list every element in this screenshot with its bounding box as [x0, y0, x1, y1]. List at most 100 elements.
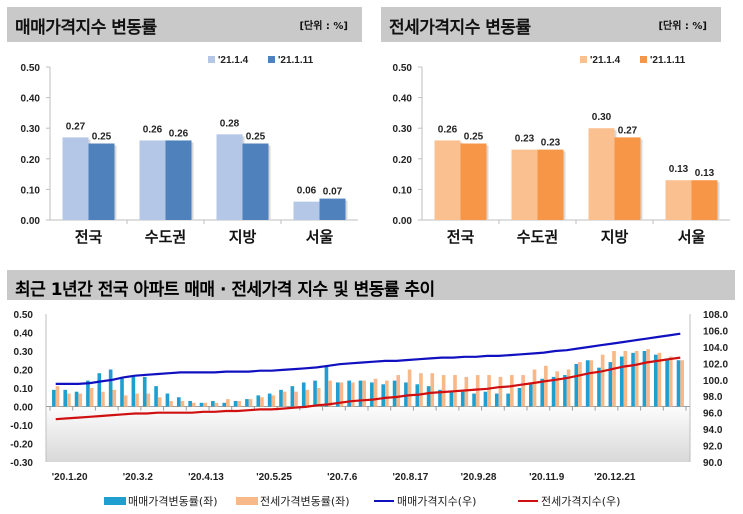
legend-label-prev: '21.1.4	[590, 55, 621, 66]
right-tick-label: 108.0	[703, 310, 728, 321]
jeonse-rate-bar	[89, 388, 94, 407]
y-tick-label: 0.50	[393, 63, 413, 74]
jeonse-rate-bar	[396, 375, 401, 407]
sale-rate-bar	[188, 400, 192, 407]
sale-rate-bar	[222, 402, 227, 407]
bar-curr	[242, 143, 269, 220]
left-tick-label: 0.50	[14, 310, 34, 321]
jeonse-rate-bar	[112, 389, 117, 407]
right-tick-label: 92.0	[703, 442, 723, 453]
sale-rate-bar	[438, 389, 442, 407]
bar-curr	[537, 149, 564, 220]
sale-rate-bar	[551, 376, 556, 407]
legend-sale-index-line	[374, 500, 394, 502]
jeonse-rate-bar	[260, 397, 264, 407]
bar-value-label: 0.27	[66, 121, 86, 132]
legend-swatch-prev	[208, 56, 215, 63]
category-label: 지방	[229, 228, 257, 246]
legend-sale-index: 매매가격지수(우)	[374, 493, 476, 509]
jeonse-rate-bar	[566, 369, 571, 407]
bar-value-label: 0.23	[541, 138, 561, 149]
legend-label-curr: '21.1.11	[278, 55, 314, 66]
bar-prev	[216, 134, 243, 220]
sale-change-chart: 0.00 0.10 0.20 0.30 0.40 0.50 0.27 0.25 전국 0.26 0.…	[21, 55, 358, 246]
sale-rate-bar	[597, 367, 601, 407]
jeonse-rate-bar	[600, 354, 605, 407]
x-tick-label: '20.7.6	[327, 472, 358, 483]
sale-rate-bar	[370, 382, 374, 407]
jeonse-index-line	[55, 356, 681, 421]
right-tick-label: 90.0	[703, 458, 723, 469]
sale-rate-bar	[392, 380, 397, 407]
y-tick-label: 0.00	[393, 216, 413, 227]
sale-rate-bar	[279, 389, 283, 407]
jeonse-rate-bar	[101, 391, 105, 407]
x-tick-label: '20.1.20	[52, 472, 88, 483]
right-tick-label: 98.0	[703, 392, 723, 403]
category-label: 서울	[306, 229, 334, 246]
y-tick-label: 0.10	[393, 185, 413, 196]
left-tick-label: 0.40	[14, 329, 34, 340]
x-tick-label: '20.4.13	[188, 472, 224, 483]
category-label: 수도권	[145, 228, 186, 246]
bar-curr	[165, 140, 192, 220]
legend-label-prev: '21.1.4	[218, 55, 249, 66]
sale-rate-bar	[199, 402, 204, 407]
sale-rate-bar	[233, 400, 238, 407]
x-tick-label: '20.12.21	[594, 472, 636, 483]
jeonse-rate-bar	[487, 375, 491, 407]
bar-value-label: 0.25	[92, 132, 112, 143]
sale-rate-bar	[154, 386, 158, 407]
sale-rate-bar	[404, 382, 408, 407]
sale-rate-bar	[540, 378, 545, 407]
sale-rate-bar	[165, 393, 170, 407]
jeonse-rate-bar	[305, 389, 310, 407]
jeonse-change-chart: 0.00 0.10 0.20 0.30 0.40 0.50 0.26 0.25 전국 0.23 0.…	[393, 55, 730, 246]
sale-rate-bar	[358, 380, 363, 407]
sale-index-line	[55, 332, 681, 386]
x-tick-label: '20.3.2	[123, 472, 154, 483]
y-tick-label: 0.30	[393, 124, 413, 135]
jeonse-rate-bar	[385, 380, 389, 407]
sale-rate-bar	[619, 356, 624, 407]
sale-rate-bar	[449, 391, 454, 407]
sale-rate-bar	[494, 393, 499, 407]
sale-rate-bar	[120, 376, 124, 407]
jeonse-rate-bar	[646, 349, 650, 407]
legend-jeonse-index: 전세가격지수(우)	[518, 493, 620, 509]
bar-prev	[665, 180, 692, 220]
jeonse-rate-bar	[441, 375, 446, 407]
jeonse-rate-bar	[498, 376, 503, 407]
trend-panel-title: 최근 1년간 전국 아파트 매매 · 전세가격 지수 및 변동률 추이	[15, 280, 435, 300]
legend-swatch-prev	[580, 56, 587, 63]
bar-prev	[434, 140, 461, 220]
bar-value-label: 0.23	[515, 134, 535, 145]
sale-rate-bar	[74, 391, 79, 407]
sale-rate-bar	[426, 386, 431, 407]
left-tick-label: 0.10	[14, 384, 34, 395]
sale-rate-bar	[63, 389, 68, 407]
category-label: 지방	[601, 228, 629, 246]
sale-rate-bar	[131, 376, 136, 407]
jeonse-rate-bar	[226, 399, 230, 407]
sale-rate-bar	[142, 376, 147, 407]
trend-legend: 매매가격변동률(좌) 전세가격변동률(좌) 매매가격지수(우) 전세가격지수(우…	[0, 493, 743, 511]
legend-jeonse-rate-swatch	[236, 497, 258, 505]
jeonse-rate-bar	[634, 351, 639, 407]
bar-prev	[293, 201, 320, 220]
jeonse-rate-bar	[67, 393, 71, 407]
sale-rate-bar	[574, 363, 579, 407]
bar-curr	[460, 143, 487, 220]
right-tick-label: 100.0	[703, 376, 728, 387]
left-tick-label: 0.30	[14, 347, 34, 358]
jeonse-rate-bar	[373, 378, 378, 407]
legend-jeonse-rate-label: 전세가격변동률(좌)	[260, 495, 350, 508]
sale-rate-bar	[460, 391, 465, 407]
sale-rate-bar	[347, 380, 351, 407]
bar-value-label: 0.25	[246, 132, 266, 143]
bar-value-label: 0.26	[169, 128, 189, 139]
category-label: 서울	[678, 229, 706, 246]
jeonse-panel-header: 전세가격지수 변동률 [단위 : %]	[381, 7, 721, 42]
bar-prev	[139, 140, 166, 220]
jeonse-rate-bar	[623, 351, 628, 407]
